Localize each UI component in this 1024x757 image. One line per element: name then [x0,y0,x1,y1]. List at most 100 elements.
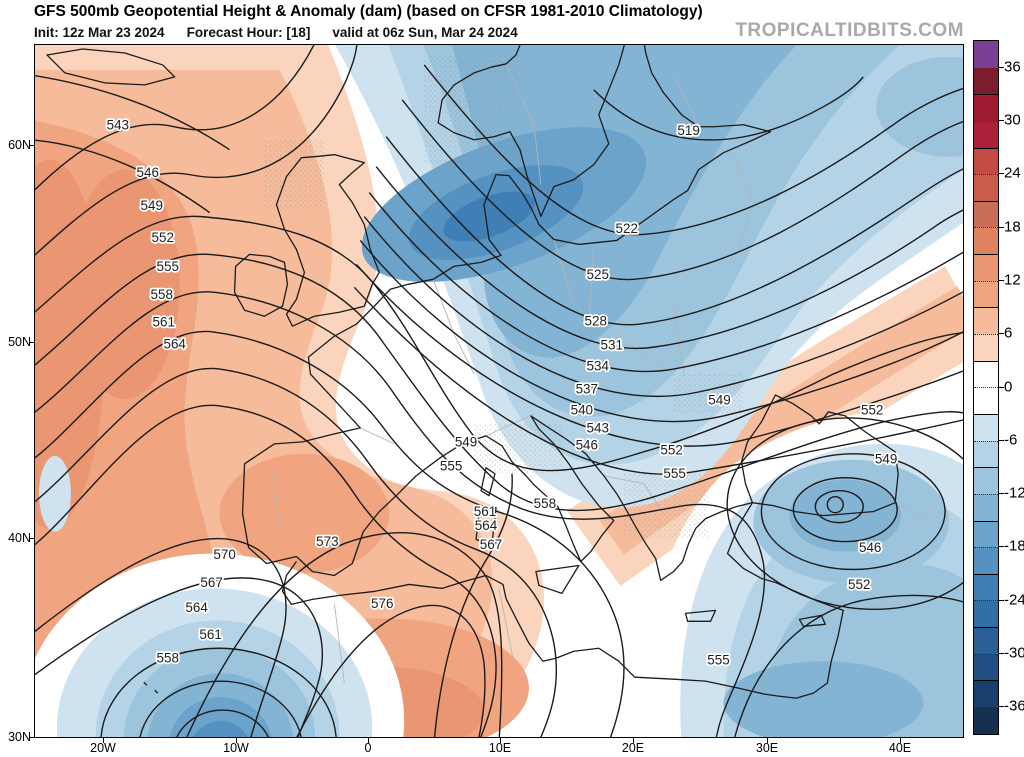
contour-label: 549 [875,451,897,466]
y-axis-label: 60N [8,138,31,152]
contour-label: 519 [677,123,699,138]
colorbar-segment [974,254,998,281]
colorbar-segment [974,174,998,201]
y-axis-tick [29,145,34,146]
map-panel: 543 546 549 552 555 558 561 564 519 522 525 528 531 5… [34,44,964,738]
y-axis-label: 40N [8,531,31,545]
colorbar-tick [999,333,1004,335]
contour-label: 558 [534,496,556,511]
contour-label: 570 [213,547,235,562]
colorbar-tick-label: 12 [1004,271,1021,289]
colorbar-tick-label: 0 [1004,378,1013,395]
colorbar-segment [974,307,998,335]
contour-label: 576 [371,596,393,611]
valid-time: valid at 06z Sun, Mar 24 2024 [332,25,518,40]
colorbar-tick [999,386,1004,388]
colorbar-segment [974,120,998,148]
x-axis-tick [103,738,104,743]
colorbar-tick [999,546,1004,548]
contour-label: 558 [156,651,178,666]
contour-label: 549 [708,392,730,407]
colorbar-segment [974,440,998,468]
colorbar-segment [974,67,998,95]
page-title: GFS 500mb Geopotential Height & Anomaly … [34,3,703,20]
x-axis-label: 40E [888,741,912,755]
colorbar-tick-label: -12 [1004,484,1024,502]
colorbar-tick [999,173,1004,175]
colorbar-segment [974,147,998,175]
y-axis-tick [29,737,34,738]
contour-label: 531 [601,338,623,353]
contour-label: 534 [587,359,610,374]
colorbar-segment [974,547,998,574]
x-axis-label: 20E [621,741,645,755]
colorbar-tick [999,439,1004,441]
contour-label: 552 [861,402,883,417]
x-axis-tick [236,738,237,743]
colorbar-segment [974,573,998,601]
colorbar-segment [974,707,998,734]
contour-label: 549 [455,434,477,449]
colorbar-tick-label: 24 [1004,164,1021,182]
colorbar-segment [974,493,998,521]
contour-labels: 5435465495525555585615645195225255285315… [105,116,899,670]
colorbar-segment [974,280,998,308]
colorbar-segment [974,94,998,121]
y-axis-label: 50N [8,335,31,349]
colorbar-tick-label: 18 [1004,218,1021,236]
contour-label: 546 [137,165,159,180]
contour-label: 540 [571,402,593,417]
colorbar-tick [999,119,1004,121]
colorbar-tick [999,279,1004,281]
colorbar-segment [974,360,998,388]
contour-label: 546 [576,437,598,452]
contour-label: 528 [585,314,607,329]
colorbar-segment [974,227,998,255]
x-axis-label: 20W [90,741,116,755]
contour-label: 567 [480,537,502,552]
colorbar-tick-label: -18 [1004,537,1024,555]
colorbar-tick [999,599,1004,601]
contour-label: 555 [707,653,729,668]
colorbar-segment [974,387,998,414]
contour-label: 567 [200,575,222,590]
run-info: Init: 12z Mar 23 2024 Forecast Hour: [18]… [34,25,540,40]
x-axis-label: 0 [364,741,372,755]
colorbar-segment [974,413,998,441]
coastlines [46,45,899,699]
colorbar-segment [974,627,998,654]
contour-label: 558 [150,287,172,302]
x-axis-tick [633,738,634,743]
x-axis-tick [900,738,901,743]
colorbar-tick-label: -36 [1004,697,1024,715]
contour-label: 561 [474,504,496,519]
contour-label: 564 [163,337,186,352]
contour-label: 543 [587,420,609,435]
contour-label: 564 [475,518,498,533]
country-borders [274,63,934,684]
contour-label: 552 [151,230,173,245]
colorbar-segment [974,600,998,628]
x-axis-label: 10E [488,741,512,755]
colorbar-tick [999,226,1004,228]
colorbar-tick [999,653,1004,655]
site-watermark: TROPICALTIDBITS.COM [735,20,964,41]
colorbar-tick-label: 6 [1004,324,1013,342]
contour-label: 552 [848,577,870,592]
anomaly-colorbar [973,40,999,735]
contour-label: 543 [107,117,129,132]
contour-label: 555 [440,458,462,473]
negative-anomaly-fill [38,45,963,737]
colorbar-segment [974,653,998,681]
contour-label: 555 [663,466,685,481]
contour-label: 564 [185,600,208,615]
colorbar-segment [974,680,998,708]
contour-label: 552 [660,442,682,457]
contour-label: 522 [615,221,637,236]
contour-label: 525 [587,267,609,282]
colorbar-tick-label: 36 [1004,58,1021,76]
colorbar-segment [974,41,998,68]
contour-label: 549 [141,198,163,213]
init-time: Init: 12z Mar 23 2024 [34,25,165,40]
